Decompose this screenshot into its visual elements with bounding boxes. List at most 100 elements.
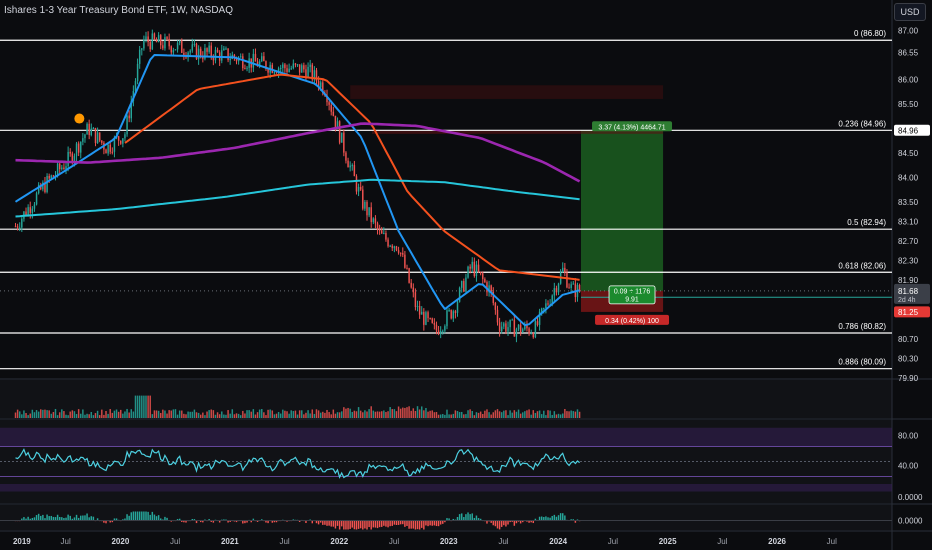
volume-bar <box>385 412 387 418</box>
volume-bar <box>77 409 80 418</box>
candle <box>448 310 450 312</box>
volume-bar <box>143 395 145 418</box>
macd-bar <box>65 517 67 521</box>
time-axis-tick: Jul <box>827 537 837 546</box>
macd-bar <box>136 511 139 521</box>
price-axis-tick: 80.30 <box>898 354 919 363</box>
volume-bar <box>448 414 450 418</box>
macd-bar <box>507 520 509 525</box>
macd-bar <box>61 517 63 521</box>
volume-bar <box>420 406 423 418</box>
candle <box>574 283 577 298</box>
volume-bar <box>231 409 234 418</box>
macd-bar <box>77 517 80 521</box>
macd-bar <box>427 520 429 527</box>
volume-bar <box>555 414 558 418</box>
candle <box>437 330 440 335</box>
volume-bar <box>370 406 372 418</box>
volume-bar <box>52 411 55 418</box>
macd-bar <box>336 520 339 526</box>
candle <box>239 56 242 58</box>
macd-bar <box>92 516 95 521</box>
macd-bar <box>423 520 425 530</box>
volume-bar <box>397 406 400 418</box>
candle <box>170 46 172 53</box>
macd-bar <box>437 520 440 527</box>
candle <box>408 268 410 283</box>
candle <box>223 48 225 51</box>
volume-bar <box>406 407 408 418</box>
candle <box>420 311 423 315</box>
macd-bar <box>543 517 545 521</box>
candle <box>538 311 541 325</box>
candle <box>294 63 297 65</box>
candle <box>509 319 511 328</box>
candle <box>67 151 69 167</box>
candle <box>334 115 337 128</box>
candle <box>383 233 385 235</box>
candle <box>568 287 570 289</box>
volume-bar <box>515 411 518 418</box>
candle <box>519 324 522 333</box>
volume-bar <box>328 412 330 418</box>
volume-bar <box>107 413 109 418</box>
price-tag: 81.68 <box>898 287 919 296</box>
candle <box>288 68 290 72</box>
candle <box>423 311 425 325</box>
macd-bar <box>298 520 301 522</box>
volume-bar <box>90 411 93 418</box>
candle <box>555 288 558 293</box>
macd-bar <box>267 520 269 524</box>
candle <box>402 252 404 255</box>
macd-bar <box>402 520 404 525</box>
macd-bar <box>399 520 402 525</box>
candle <box>500 326 503 332</box>
volume-bar <box>446 409 448 418</box>
candle <box>454 311 457 313</box>
candle <box>174 49 177 51</box>
candle <box>366 201 368 216</box>
candle <box>427 312 429 319</box>
macd-bar <box>378 520 381 528</box>
macd-bar <box>286 520 288 522</box>
macd-bar <box>343 520 345 530</box>
macd-bar <box>54 517 57 521</box>
price-tag-sub: 2d 4h <box>898 297 916 304</box>
candle <box>206 48 208 52</box>
volume-bar <box>151 414 154 418</box>
volume-bar <box>410 410 412 418</box>
candle <box>498 322 501 332</box>
macd-bar <box>23 517 25 521</box>
volume-bar <box>425 407 427 418</box>
volume-bar <box>509 410 511 418</box>
candle <box>315 70 318 81</box>
volume-bar <box>341 411 343 418</box>
volume-bar <box>172 409 175 418</box>
volume-bar <box>332 409 335 418</box>
macd-bar <box>370 520 372 530</box>
macd-bar <box>149 514 151 521</box>
macd-bar <box>380 520 383 527</box>
candle <box>305 69 307 78</box>
volume-bar <box>288 413 290 418</box>
time-axis-tick: 2020 <box>111 537 129 546</box>
macd-bar <box>433 520 436 526</box>
macd-bar <box>138 511 141 521</box>
candle <box>14 226 17 228</box>
macd-bar <box>29 518 31 521</box>
candle <box>279 67 282 69</box>
currency-button[interactable]: USD <box>894 3 926 21</box>
candle <box>488 285 490 293</box>
macd-bar <box>50 515 53 521</box>
volume-bar <box>206 411 208 418</box>
candle <box>332 111 335 116</box>
time-axis-tick: 2019 <box>13 537 31 546</box>
candle <box>124 134 126 139</box>
volume-bar <box>526 410 528 418</box>
volume-bar <box>153 410 156 418</box>
macd-bar <box>103 520 105 523</box>
volume-bar <box>40 409 42 418</box>
macd-bar <box>456 517 459 521</box>
macd-bar <box>326 520 328 526</box>
